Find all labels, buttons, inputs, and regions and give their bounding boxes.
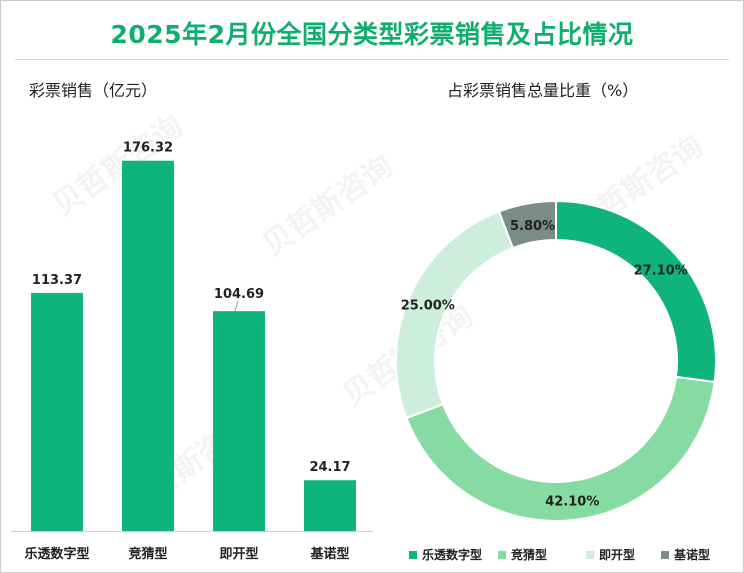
title-divider [15, 59, 729, 60]
legend-label: 竞猜型 [511, 547, 547, 562]
donut-slice-2 [405, 375, 716, 522]
legend-swatch [409, 551, 417, 559]
legend-swatch [498, 551, 506, 559]
bar-value-label: 113.37 [32, 273, 82, 288]
donut-chart-title: 占彩票销售总量比重（%） [447, 81, 639, 100]
legend-swatch [661, 551, 669, 559]
bar-1 [31, 292, 83, 531]
x-axis-tick-label: 乐透数字型 [24, 546, 89, 562]
x-axis-tick-label: 竞猜型 [128, 546, 167, 562]
bar-label-leader [234, 301, 239, 312]
page-title: 2025年2月份全国分类型彩票销售及占比情况 [110, 20, 634, 49]
x-axis-tick-label: 即开型 [219, 546, 258, 562]
donut-slice-4 [497, 199, 557, 250]
bar-2 [122, 160, 174, 531]
bar-value-label: 104.69 [214, 287, 264, 302]
donut-value-label: 27.10% [634, 263, 688, 278]
x-axis-tick-label: 基诺型 [309, 546, 349, 562]
donut-value-label: 25.00% [401, 299, 455, 314]
donut-value-label: 42.10% [545, 495, 599, 510]
bar-value-label: 24.17 [309, 460, 350, 475]
legend-label: 即开型 [599, 547, 635, 562]
bar-3 [213, 311, 265, 531]
bar-4 [304, 480, 356, 531]
legend-swatch [586, 551, 594, 559]
bar-value-label: 176.32 [123, 141, 173, 156]
donut-value-label: 5.80% [510, 219, 555, 234]
legend-label: 基诺型 [673, 547, 710, 562]
bar-chart-title: 彩票销售（亿元） [29, 81, 158, 100]
legend-label: 乐透数字型 [422, 547, 482, 562]
donut-slice-3 [395, 210, 515, 420]
donut-slice-1 [555, 199, 717, 384]
